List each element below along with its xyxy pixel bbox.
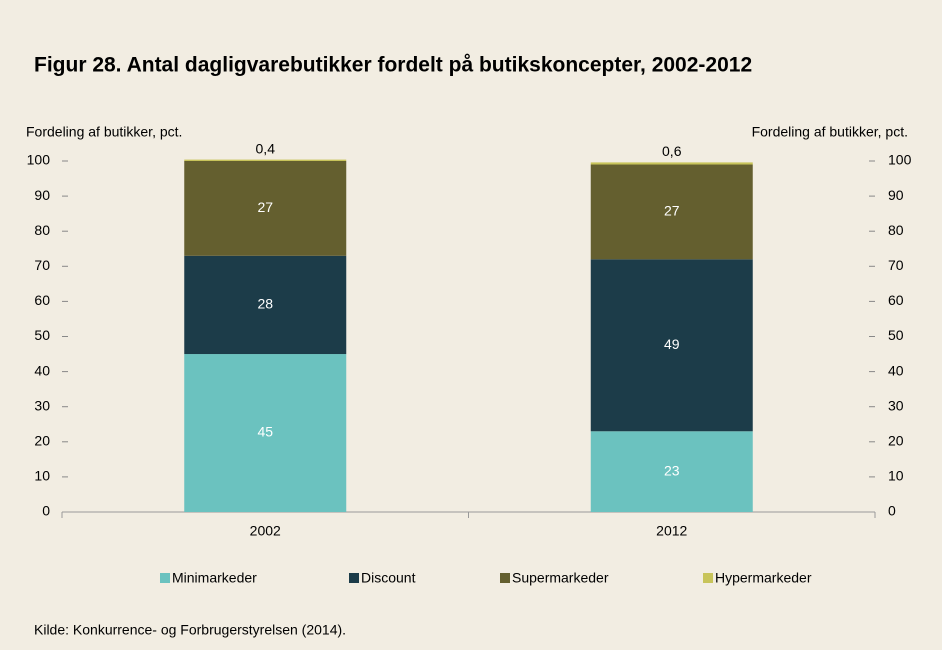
x-tick-label: 2012	[656, 523, 687, 539]
x-tick-label: 2002	[250, 523, 281, 539]
legend-swatch	[160, 573, 170, 583]
y2-tick-label: 90	[888, 187, 904, 203]
data-label: 49	[664, 336, 680, 352]
y2-tick-label: 10	[888, 468, 904, 484]
legend-label: Hypermarkeder	[715, 570, 812, 586]
bar-segment	[590, 162, 753, 165]
y-tick-label: 90	[34, 187, 50, 203]
bar-segment	[590, 259, 753, 432]
data-label: 45	[257, 424, 273, 440]
legend-swatch	[500, 573, 510, 583]
y-tick-label: 100	[27, 152, 51, 168]
y2-tick-label: 70	[888, 257, 904, 273]
y2-tick-label: 60	[888, 292, 904, 308]
data-label: 28	[257, 296, 273, 312]
y2-tick-label: 100	[888, 152, 912, 168]
data-label: 27	[257, 199, 273, 215]
y-tick-label: 80	[34, 222, 50, 238]
y2-tick-label: 50	[888, 327, 904, 343]
y2-tick-label: 0	[888, 503, 896, 519]
y-tick-label: 60	[34, 292, 50, 308]
data-label: 27	[664, 203, 680, 219]
data-label: 23	[664, 462, 680, 478]
y-tick-label: 70	[34, 257, 50, 273]
y-tick-label: 10	[34, 468, 50, 484]
legend-swatch	[349, 573, 359, 583]
legend-label: Minimarkeder	[172, 570, 257, 586]
y2-tick-label: 80	[888, 222, 904, 238]
y-tick-label: 0	[42, 503, 50, 519]
y-tick-label: 20	[34, 433, 50, 449]
y-tick-label: 30	[34, 397, 50, 413]
y2-tick-label: 40	[888, 362, 904, 378]
y-tick-label: 40	[34, 362, 50, 378]
y-tick-label: 50	[34, 327, 50, 343]
legend-label: Supermarkeder	[512, 570, 609, 586]
bar-segment	[590, 431, 753, 512]
y-axis-label: Fordeling af butikker, pct.	[26, 124, 182, 140]
y2-axis-label: Fordeling af butikker, pct.	[752, 124, 908, 140]
bar-segment	[184, 159, 347, 161]
bar-segment	[184, 255, 347, 355]
bar-segment	[184, 354, 347, 512]
bar-segment	[184, 161, 347, 256]
y2-tick-label: 20	[888, 433, 904, 449]
bar-segment	[590, 164, 753, 260]
data-label: 0,6	[662, 143, 682, 159]
chart-title: Figur 28. Antal dagligvarebutikker forde…	[34, 54, 752, 77]
legend-label: Discount	[361, 570, 416, 586]
legend-swatch	[703, 573, 713, 583]
source-note: Kilde: Konkurrence- og Forbrugerstyrelse…	[34, 622, 346, 638]
y2-tick-label: 30	[888, 397, 904, 413]
data-label: 0,4	[256, 140, 276, 156]
